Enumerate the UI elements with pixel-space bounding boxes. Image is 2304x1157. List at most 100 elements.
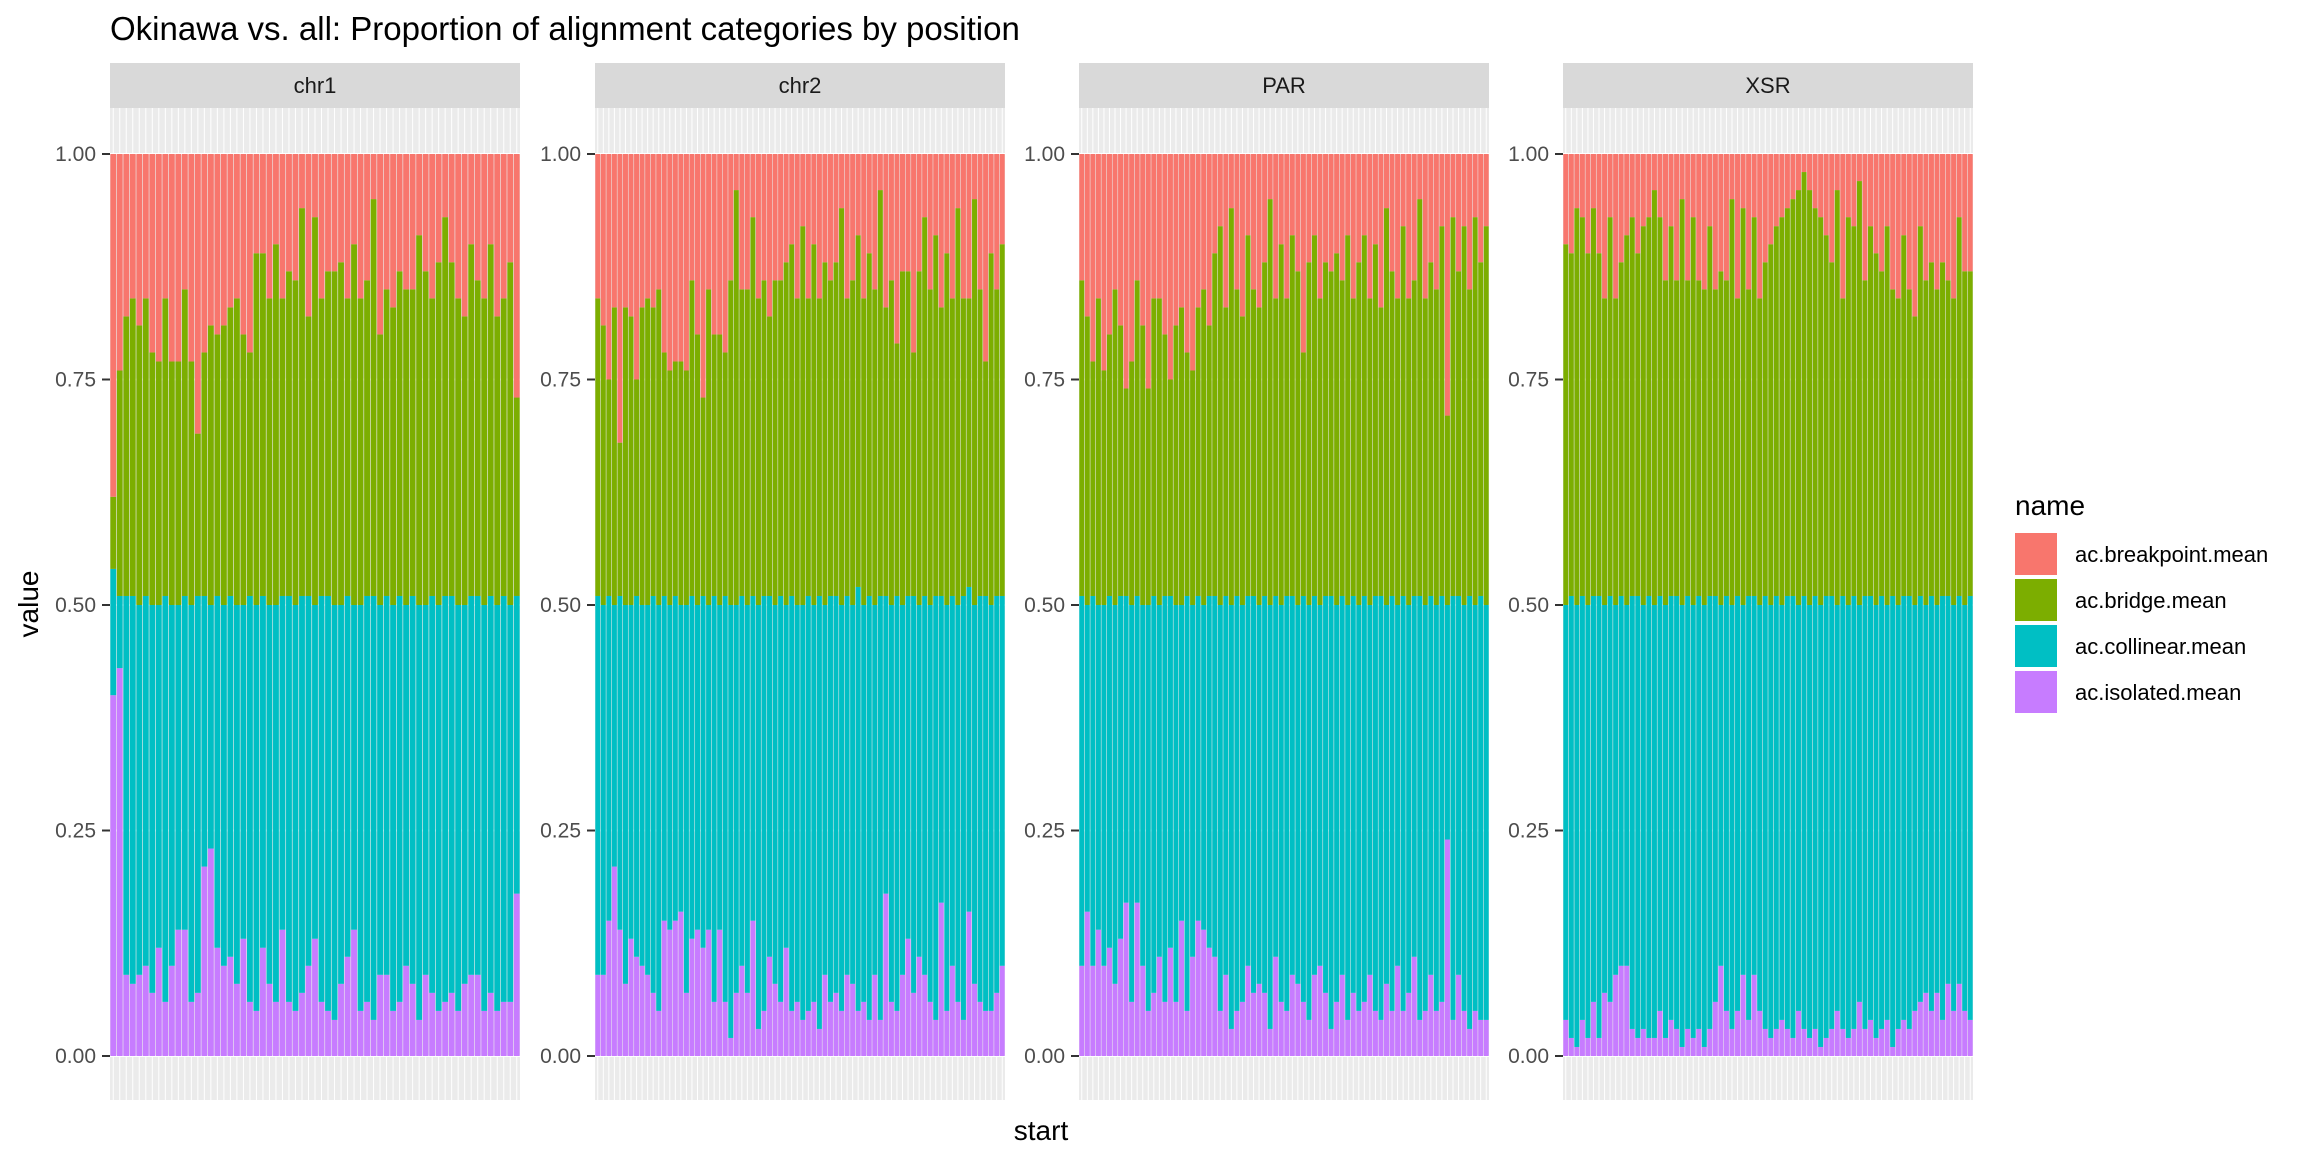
y-tick-label: 0.50: [55, 594, 96, 617]
bar-segment-ac-isolated-mean: [1674, 1028, 1680, 1056]
bar-segment-ac-bridge-mean: [844, 298, 850, 596]
bar-segment-ac-breakpoint-mean: [1635, 154, 1641, 254]
bar-segment-ac-breakpoint-mean: [1856, 154, 1862, 182]
bar-segment-ac-collinear-mean: [455, 605, 462, 1011]
bar-segment-ac-breakpoint-mean: [181, 154, 188, 290]
bar-segment-ac-collinear-mean: [656, 605, 662, 1011]
bar-segment-ac-collinear-mean: [279, 595, 286, 930]
bar-segment-ac-collinear-mean: [972, 605, 978, 984]
bar-segment-ac-collinear-mean: [1895, 605, 1901, 1029]
bar-segment-ac-isolated-mean: [844, 974, 850, 1056]
bar-segment-ac-isolated-mean: [507, 1001, 514, 1056]
bar-segment-ac-isolated-mean: [1262, 992, 1268, 1056]
bar-segment-ac-collinear-mean: [1417, 595, 1423, 1020]
bar-segment-ac-collinear-mean: [1568, 595, 1574, 1038]
bar-segment-ac-isolated-mean: [611, 866, 617, 1056]
bar-segment-ac-isolated-mean: [1740, 974, 1746, 1056]
bar-segment-ac-bridge-mean: [927, 289, 933, 605]
bar-segment-ac-bridge-mean: [240, 334, 247, 605]
bar-segment-ac-collinear-mean: [325, 595, 331, 1011]
bar-segment-ac-collinear-mean: [1801, 595, 1807, 1029]
bar-segment-ac-isolated-mean: [1428, 974, 1434, 1056]
bar-segment-ac-bridge-mean: [175, 361, 182, 605]
bar-segment-ac-collinear-mean: [1901, 595, 1907, 1020]
bar-segment-ac-isolated-mean: [1906, 1028, 1912, 1056]
bar-segment-ac-breakpoint-mean: [1173, 154, 1179, 326]
bar-segment-ac-breakpoint-mean: [739, 154, 745, 290]
bar-segment-ac-breakpoint-mean: [1422, 154, 1428, 299]
bar-segment-ac-isolated-mean: [1267, 1028, 1273, 1056]
bar-segment-ac-bridge-mean: [1862, 280, 1868, 596]
bar-segment-ac-breakpoint-mean: [933, 154, 939, 236]
bar-segment-ac-collinear-mean: [1395, 605, 1401, 966]
bar-segment-ac-breakpoint-mean: [1851, 154, 1857, 227]
bar-segment-ac-collinear-mean: [468, 595, 475, 975]
bar-segment-ac-collinear-mean: [1306, 605, 1312, 1020]
legend-label: ac.breakpoint.mean: [2075, 542, 2268, 567]
bar-segment-ac-breakpoint-mean: [900, 154, 905, 272]
bar-segment-ac-isolated-mean: [357, 1010, 364, 1056]
bar-segment-ac-breakpoint-mean: [318, 154, 325, 299]
bar-segment-ac-collinear-mean: [214, 595, 221, 948]
bar-segment-ac-collinear-mean: [1106, 595, 1112, 948]
bar-segment-ac-breakpoint-mean: [1212, 154, 1218, 254]
bar-segment-ac-isolated-mean: [1895, 1028, 1901, 1056]
bar-segment-ac-bridge-mean: [794, 298, 800, 605]
bar-segment-ac-collinear-mean: [650, 595, 656, 993]
bar-segment-ac-collinear-mean: [273, 605, 279, 1002]
bar-segment-ac-breakpoint-mean: [1862, 154, 1868, 281]
legend-swatch: [2015, 533, 2057, 575]
bar-segment-ac-breakpoint-mean: [1339, 154, 1345, 281]
bar-segment-ac-collinear-mean: [129, 595, 136, 984]
bar-segment-ac-isolated-mean: [728, 1037, 734, 1056]
bar-segment-ac-isolated-mean: [617, 929, 623, 1056]
bar-segment-ac-collinear-mean: [689, 595, 695, 939]
bar-segment-ac-bridge-mean: [944, 253, 950, 605]
bar-segment-ac-breakpoint-mean: [683, 154, 689, 371]
bar-segment-ac-bridge-mean: [1156, 298, 1162, 605]
bar-segment-ac-breakpoint-mean: [344, 154, 351, 299]
bar-segment-ac-isolated-mean: [1472, 1010, 1478, 1056]
bar-segment-ac-bridge-mean: [1840, 298, 1846, 596]
bar-segment-ac-bridge-mean: [1118, 325, 1124, 596]
bar-segment-ac-isolated-mean: [1140, 965, 1146, 1056]
bar-segment-ac-collinear-mean: [1934, 605, 1940, 993]
bar-segment-ac-collinear-mean: [1879, 595, 1885, 1029]
bar-segment-ac-isolated-mean: [1311, 974, 1317, 1056]
bar-segment-ac-collinear-mean: [168, 605, 175, 966]
bar-segment-ac-bridge-mean: [661, 352, 667, 596]
bar-segment-ac-breakpoint-mean: [233, 154, 240, 299]
bar-segment-ac-bridge-mean: [1384, 208, 1389, 605]
bar-segment-ac-collinear-mean: [1845, 605, 1851, 1038]
bar-segment-ac-isolated-mean: [1934, 992, 1940, 1056]
facet-strip: [1563, 63, 1973, 108]
bar-segment-ac-breakpoint-mean: [772, 154, 778, 281]
bar-segment-ac-breakpoint-mean: [168, 154, 175, 362]
bar-segment-ac-collinear-mean: [883, 595, 889, 894]
bar-segment-ac-isolated-mean: [181, 929, 188, 1056]
bar-segment-ac-breakpoint-mean: [513, 154, 520, 398]
bar-segment-ac-collinear-mean: [800, 605, 806, 1020]
bar-segment-ac-isolated-mean: [474, 974, 481, 1056]
bar-segment-ac-bridge-mean: [1834, 190, 1840, 605]
bar-segment-ac-bridge-mean: [1712, 289, 1718, 596]
bar-segment-ac-isolated-mean: [733, 992, 739, 1056]
bar-segment-ac-collinear-mean: [1173, 605, 1179, 1002]
bar-segment-ac-collinear-mean: [1101, 605, 1107, 966]
bar-segment-ac-isolated-mean: [331, 1019, 338, 1056]
bar-segment-ac-bridge-mean: [1123, 388, 1129, 596]
bar-segment-ac-breakpoint-mean: [1762, 154, 1768, 263]
bar-segment-ac-isolated-mean: [481, 1010, 488, 1056]
bar-segment-ac-isolated-mean: [1134, 902, 1140, 1056]
bar-segment-ac-isolated-mean: [1818, 1046, 1824, 1056]
bar-segment-ac-collinear-mean: [711, 595, 717, 1002]
bar-segment-ac-bridge-mean: [1851, 226, 1857, 596]
bar-segment-ac-isolated-mean: [1585, 1037, 1591, 1056]
bar-segment-ac-breakpoint-mean: [1934, 154, 1940, 290]
bar-segment-ac-isolated-mean: [1579, 1019, 1585, 1056]
bar-segment-ac-breakpoint-mean: [755, 154, 761, 299]
bar-segment-ac-bridge-mean: [1934, 289, 1940, 605]
bar-segment-ac-collinear-mean: [728, 605, 734, 1038]
bar-segment-ac-collinear-mean: [1228, 605, 1234, 1029]
bar-segment-ac-bridge-mean: [1940, 262, 1946, 596]
